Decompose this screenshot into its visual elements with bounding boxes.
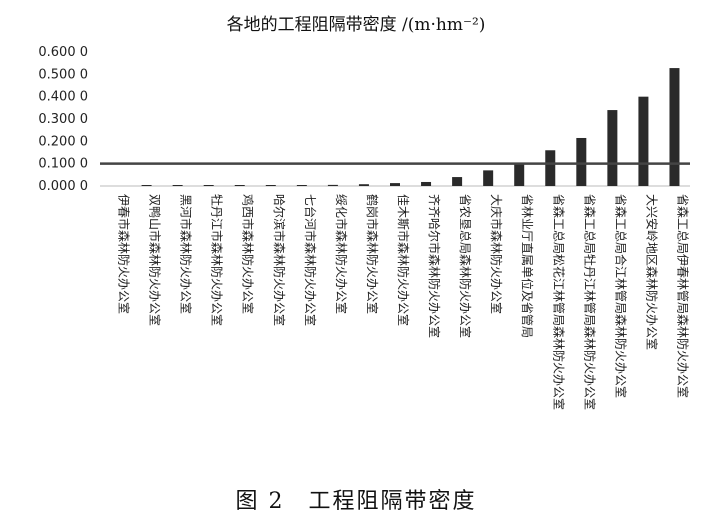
x-tick-label: 哈尔滨市森林防火办公室: [272, 194, 287, 326]
bar: [545, 150, 556, 186]
x-tick-label: 大兴安岭地区森林防火办公室: [644, 194, 659, 350]
x-tick-label: 佳木斯市森林防火办公室: [396, 194, 411, 326]
x-axis-labels: 伊春市森林防火办公室 双鸭山市森林防火办公室 黑河市森林防火办公室 牡丹江市森林防火办…: [117, 194, 691, 410]
x-tick-label: 双鸭山市森林防火办公室: [148, 194, 163, 326]
bar: [234, 185, 245, 186]
x-tick-label: 黑河市森林防火办公室: [179, 194, 194, 314]
y-tick-label: 0.000 0: [38, 179, 88, 194]
bar: [638, 96, 649, 186]
y-tick-label: 0.100 0: [38, 157, 88, 172]
bar: [421, 181, 432, 186]
x-tick-label: 鸡西市森林防火办公室: [241, 194, 256, 314]
bar: [514, 163, 525, 186]
figure-caption: 图 2 工程阻隔带密度: [236, 489, 477, 514]
y-tick-label: 0.600 0: [38, 45, 88, 60]
bar: [576, 137, 587, 186]
bar: [483, 170, 494, 186]
x-tick-label: 鹤岗市森林防火办公室: [365, 194, 380, 314]
x-tick-label: 省森工总局松花江林管局森林防火办公室: [551, 194, 566, 410]
bar: [203, 185, 214, 186]
x-tick-label: 牡丹江市森林防火办公室: [210, 194, 225, 326]
bar: [327, 184, 338, 186]
bar: [172, 185, 183, 186]
x-tick-label: 伊春市森林防火办公室: [117, 194, 132, 314]
bars: [141, 68, 680, 186]
chart-title: 各地的工程阻隔带密度 /(m·hm⁻²): [227, 15, 486, 35]
x-tick-label: 省林业厅直属单位及省管局: [520, 194, 535, 338]
bar: [265, 185, 276, 186]
y-axis: 0.000 0 0.100 0 0.200 0 0.300 0 0.400 0 0.500…: [38, 45, 690, 194]
y-tick-label: 0.200 0: [38, 134, 88, 149]
bar: [296, 185, 307, 186]
bar: [669, 68, 680, 186]
bar: [141, 185, 152, 186]
bar: [607, 110, 618, 186]
y-tick-label: 0.400 0: [38, 90, 88, 105]
x-tick-label: 省森工总局伊春林管局森林防火办公室: [675, 194, 690, 398]
y-tick-label: 0.500 0: [38, 67, 88, 82]
bar: [390, 183, 400, 186]
x-tick-label: 绥化市森林防火办公室: [334, 194, 349, 314]
x-tick-label: 齐齐哈尔市森林防火办公室: [427, 194, 442, 338]
bar: [452, 177, 463, 186]
x-tick-label: 省森工总局合江林管局森林防火办公室: [613, 194, 628, 398]
x-tick-label: 七台河市森林防火办公室: [303, 194, 318, 326]
x-tick-label: 大庆市森林防火办公室: [489, 194, 504, 314]
bar: [358, 184, 369, 186]
x-tick-label: 省农垦总局森林防火办公室: [458, 194, 473, 338]
x-tick-label: 省森工总局牡丹江林管局森林防火办公室: [582, 194, 597, 410]
y-tick-label: 0.300 0: [38, 112, 88, 127]
